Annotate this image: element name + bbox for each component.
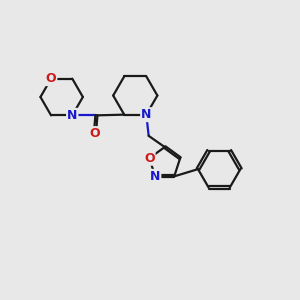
Text: N: N <box>141 108 152 121</box>
Text: O: O <box>144 152 154 165</box>
Text: N: N <box>67 109 77 122</box>
Text: O: O <box>46 72 56 85</box>
Text: N: N <box>150 170 160 183</box>
Text: O: O <box>90 127 100 140</box>
